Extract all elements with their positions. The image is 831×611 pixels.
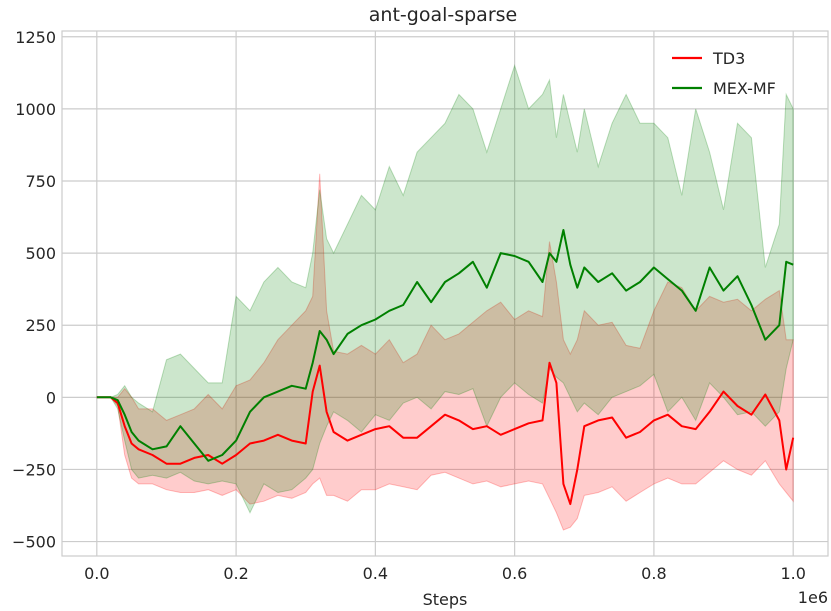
confidence-bands [96,63,794,531]
y-tick-label: −250 [12,460,56,479]
x-tick-label: 0.4 [363,564,388,583]
x-offset-label: 1e6 [798,588,828,607]
plot-frame [61,30,829,557]
y-tick-label: 250 [25,316,56,335]
legend-label: TD3 [712,49,745,68]
series-lines [96,229,795,506]
chart-title: ant-goal-sparse [369,4,517,26]
x-tick-labels: 0.0 0.2 0.4 0.6 0.8 1.0 [84,564,806,583]
band-td3 [96,173,794,531]
y-tick-label: 750 [25,172,56,191]
x-tick-label: 0.0 [84,564,109,583]
x-tick-label: 0.6 [502,564,527,583]
band-mex-mf [96,63,794,514]
grid [62,31,828,556]
y-tick-label: 1250 [15,28,56,47]
y-tick-label: −500 [12,533,56,552]
y-tick-label: 0 [46,388,56,407]
x-tick-label: 0.8 [641,564,666,583]
x-axis-label: Steps [423,590,468,609]
legend-label: MEX-MF [713,79,776,98]
y-tick-labels: −500 −250 0 250 500 750 1000 1250 [12,28,56,552]
legend: TD3 MEX-MF [672,49,776,98]
x-tick-label: 1.0 [780,564,805,583]
y-tick-label: 500 [25,244,56,263]
line-mex-mf [96,229,794,462]
x-tick-label: 0.2 [223,564,248,583]
y-tick-label: 1000 [15,100,56,119]
